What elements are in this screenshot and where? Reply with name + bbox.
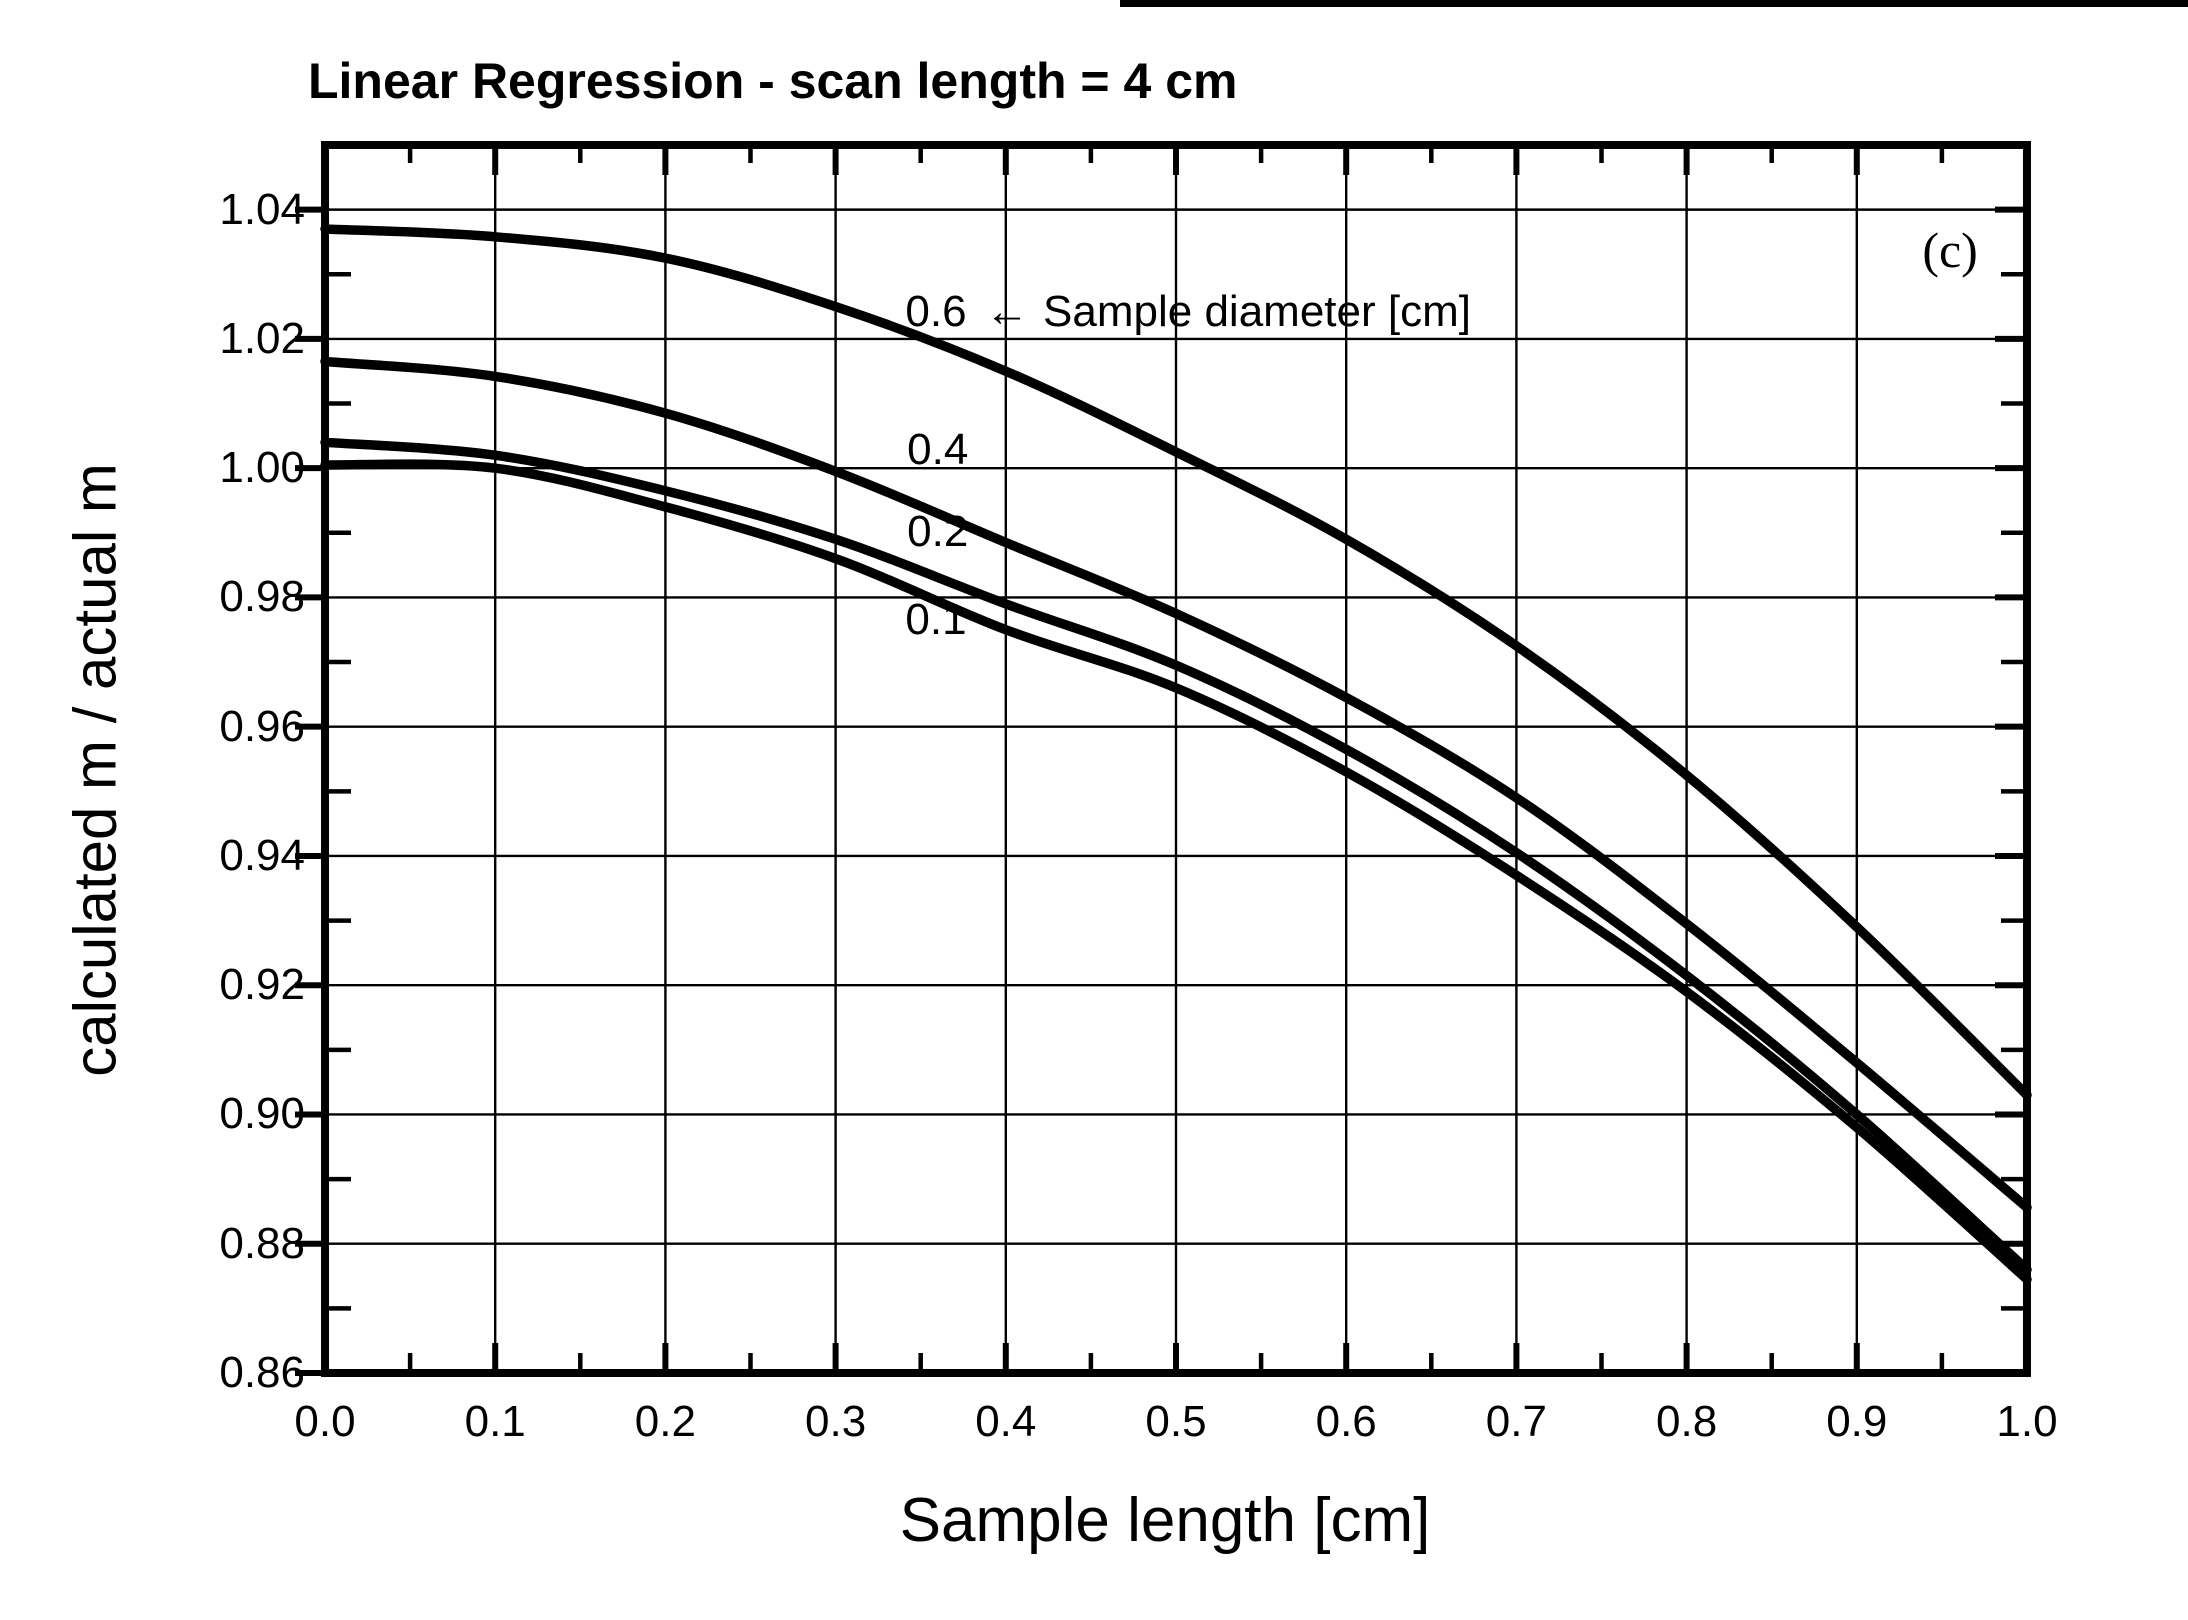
x-tick-label: 0.3 [805, 1397, 867, 1446]
x-tick-label: 0.9 [1826, 1397, 1888, 1446]
y-tick-label: 0.94 [219, 830, 305, 880]
chart-title: Linear Regression - scan length = 4 cm [308, 53, 1238, 109]
curve-label-0.2: 0.2 [907, 507, 969, 557]
x-tick-label: 0.7 [1485, 1397, 1547, 1446]
x-tick-label: 0.4 [975, 1397, 1037, 1446]
y-tick-label: 0.86 [219, 1348, 305, 1397]
y-tick-label: 1.04 [219, 184, 305, 234]
y-tick-label: 0.98 [219, 572, 305, 622]
curve-label-0.1: 0.1 [905, 595, 967, 645]
curve-diameter-0.6 [320, 224, 2032, 1100]
curve-diameter-0.2 [320, 437, 2032, 1275]
x-tick-label: 0.1 [464, 1397, 526, 1446]
plot-frame [321, 141, 2031, 1377]
x-tick-label: 0.6 [1315, 1397, 1377, 1446]
y-tick-label: 1.02 [219, 313, 305, 363]
y-tick-label: 0.90 [219, 1089, 305, 1139]
y-tick-label: 0.96 [219, 701, 305, 751]
curve-diameter-0.4 [320, 356, 2032, 1213]
y-tick-label: 1.00 [219, 443, 305, 493]
curve-label-0.6: 0.6 [905, 286, 967, 336]
x-tick-label: 0.2 [634, 1397, 696, 1446]
curve-label-0.4: 0.4 [907, 425, 969, 475]
scan-artifact-bar [1120, 0, 2188, 7]
curve-diameter-0.1 [320, 459, 2032, 1285]
panel-letter-label: (c) [1922, 222, 1978, 279]
annotation-text: Sample diameter [cm] [1043, 286, 1471, 336]
x-tick-label: 0.5 [1145, 1397, 1207, 1446]
y-tick-label: 0.88 [219, 1218, 305, 1268]
left-arrow-icon: ← [985, 286, 1030, 336]
series-annotation: ← Sample diameter [cm] [985, 285, 1471, 339]
x-tick-label: 1.0 [1996, 1397, 2058, 1446]
x-tick-label: 0.8 [1656, 1397, 1718, 1446]
y-tick-label: 0.92 [219, 960, 305, 1010]
x-axis-title: Sample length [cm] [899, 1486, 1431, 1555]
x-tick-label: 0.0 [294, 1397, 356, 1446]
y-axis-title: calculated m / actual m [61, 463, 129, 1077]
